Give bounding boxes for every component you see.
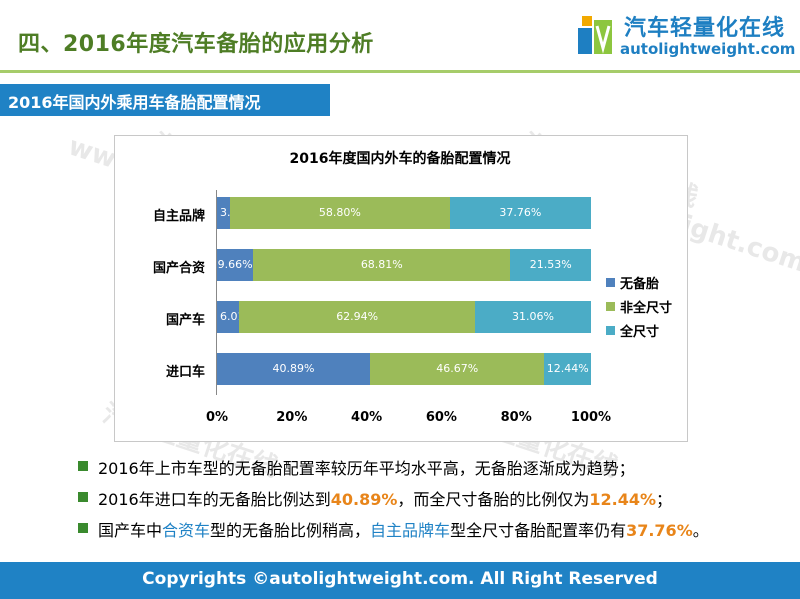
bar-segment: [217, 353, 370, 385]
category-label: 进口车: [165, 365, 205, 380]
legend-label: 全尺寸: [620, 325, 660, 340]
footer-copyright: Copyrights ©autolightweight.com. All Rig…: [142, 569, 658, 589]
bar-segment: [474, 301, 592, 333]
legend-swatch: [606, 326, 615, 335]
y-axis-line: [216, 190, 217, 395]
bullet-text-part: 国产车中: [98, 521, 163, 540]
data-label: 58.80%: [318, 206, 361, 219]
data-label: 62.94%: [336, 310, 379, 323]
logo-text-cn: 汽车轻量化在线: [624, 16, 786, 41]
x-tick-label: 80%: [500, 410, 532, 425]
data-label: 40.89%: [272, 362, 315, 375]
bar-segment: [217, 197, 230, 229]
bullet-text-part: 合资车: [162, 521, 211, 540]
logo-icon: [578, 16, 612, 54]
bullet-marker: [78, 523, 88, 533]
x-tick-label: 40%: [351, 410, 383, 425]
bullet-text-part: 型的无备胎比例稍高，: [210, 521, 371, 540]
data-label: 37.76%: [499, 206, 542, 219]
bar-segment: [229, 197, 450, 229]
data-label: 46.67%: [436, 362, 479, 375]
page-title: 四、2016年度汽车备胎的应用分析: [18, 32, 374, 57]
category-label: 自主品牌: [152, 209, 205, 224]
data-label: 12.44%: [546, 362, 589, 375]
bullet-marker: [78, 461, 88, 471]
bullet-text-part: 。: [692, 521, 709, 540]
header-divider: [0, 70, 800, 73]
bar-segment: [217, 249, 254, 281]
bar-segment: [449, 197, 591, 229]
bullet-text-part: ，而全尺寸备胎的比例仅为: [397, 490, 590, 509]
category-label: 国产车: [165, 313, 205, 328]
x-tick-label: 100%: [570, 410, 612, 425]
bullet-text-part: 2016年进口车的无备胎比例达到: [98, 490, 331, 509]
bullet-text-part: 2016年上市车型的无备胎配置率较历年平均水平高，无备胎逐渐成为趋势；: [98, 459, 635, 478]
bullet-text-part: 型全尺寸备胎配置率仍有: [450, 521, 627, 540]
chart-title: 2016年度国内外车的备胎配置情况: [289, 151, 511, 167]
bar-segment: [217, 301, 240, 333]
bullet-text: 2016年上市车型的无备胎配置率较历年平均水平高，无备胎逐渐成为趋势；: [98, 455, 635, 479]
bar-segment: [369, 353, 545, 385]
legend-label: 无备胎: [620, 277, 660, 292]
bar-segment: [239, 301, 475, 333]
chart-frame: [114, 135, 688, 442]
bullet-text-part: ；: [656, 490, 673, 509]
bullet-text-part: 自主品牌车: [370, 521, 451, 540]
section-banner: [0, 84, 330, 116]
category-label: 国产合资: [152, 261, 205, 276]
legend-swatch: [606, 302, 615, 311]
legend-swatch: [606, 278, 615, 287]
data-label: 68.81%: [360, 258, 403, 271]
legend-label: 非全尺寸: [620, 301, 673, 316]
bar-segment: [544, 353, 591, 385]
bullet-text-part: 40.89%: [330, 490, 398, 509]
bullet-text-part: 37.76%: [626, 521, 693, 540]
bar-segment: [253, 249, 511, 281]
section-title: 2016年国内外乘用车备胎配置情况: [8, 93, 261, 112]
data-label: 21.53%: [529, 258, 572, 271]
footer-bar: [0, 562, 800, 599]
bar-segment: [510, 249, 591, 281]
bullet-text-part: 12.44%: [589, 490, 657, 509]
x-tick-label: 0%: [205, 410, 229, 425]
data-label: 9.66%: [217, 258, 253, 271]
logo-text-en: autolightweight.com: [620, 40, 796, 58]
x-tick-label: 20%: [276, 410, 308, 425]
x-tick-label: 60%: [425, 410, 457, 425]
bullet-marker: [78, 492, 88, 502]
bullet-text: 2016年进口车的无备胎比例达到40.89%，而全尺寸备胎的比例仅为12.44%…: [98, 486, 672, 510]
data-label: 31.06%: [511, 310, 554, 323]
bullet-text: 国产车中合资车型的无备胎比例稍高，自主品牌车型全尺寸备胎配置率仍有37.76%。: [98, 517, 709, 541]
